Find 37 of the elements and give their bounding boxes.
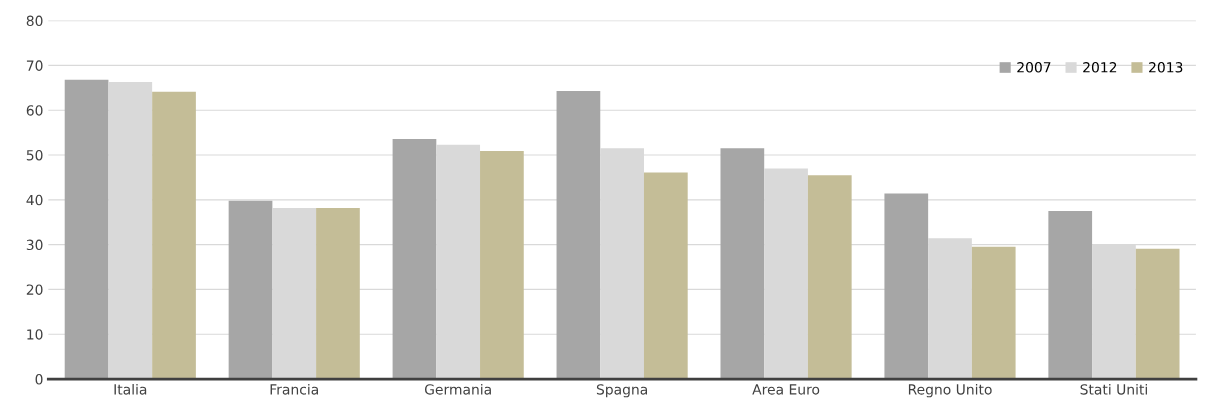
bar — [971, 246, 1016, 380]
y-tick-label: 20 — [26, 284, 43, 295]
bar — [316, 207, 360, 380]
bar — [480, 150, 524, 380]
x-tick-label: Stati Uniti — [1080, 383, 1147, 395]
y-tick-label: 30 — [26, 239, 43, 251]
y-tick-label: 70 — [26, 60, 43, 71]
bar — [436, 144, 481, 380]
bar — [272, 207, 317, 380]
bar — [884, 193, 929, 380]
bar — [807, 175, 852, 380]
y-tick-label: 80 — [26, 15, 43, 27]
bar — [643, 172, 688, 380]
x-tick-label: Francia — [270, 383, 318, 395]
x-tick-label: Germania — [424, 383, 491, 395]
bar — [720, 148, 765, 380]
y-tick-label: 40 — [26, 194, 43, 206]
y-tick-label: 10 — [27, 329, 43, 340]
bar — [228, 200, 273, 380]
x-tick-label: Regno Unito — [908, 383, 992, 398]
bar — [1135, 248, 1180, 380]
bar — [1048, 211, 1093, 380]
x-tick-label: Spagna — [596, 384, 647, 398]
bar — [392, 138, 437, 380]
x-tick-label: Area Euro — [752, 384, 820, 395]
y-tick-label: 60 — [26, 105, 43, 116]
bar — [108, 81, 153, 380]
bar — [64, 79, 109, 380]
legend-label: 2013 — [1149, 62, 1183, 73]
legend-label: 2007 — [1017, 62, 1051, 73]
y-tick-label: 0 — [35, 374, 43, 385]
bar — [556, 90, 601, 380]
bar — [764, 168, 808, 380]
legend-label: 2012 — [1083, 62, 1117, 73]
y-tick-label: 50 — [26, 149, 43, 161]
x-tick-label: Italia — [114, 383, 147, 395]
bar — [152, 91, 196, 380]
